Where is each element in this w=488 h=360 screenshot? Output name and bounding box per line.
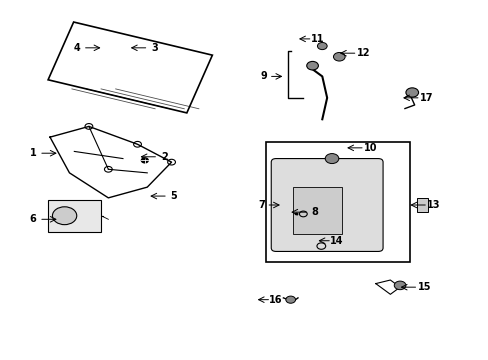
- Bar: [47, 200, 101, 232]
- Bar: [48, 22, 212, 113]
- Text: 7: 7: [258, 200, 264, 210]
- Text: 6: 6: [30, 214, 36, 224]
- Text: 9: 9: [260, 71, 267, 81]
- Text: 1: 1: [30, 148, 36, 158]
- Text: 8: 8: [311, 207, 318, 217]
- Bar: [292, 187, 341, 234]
- Circle shape: [393, 281, 405, 290]
- Text: 4: 4: [73, 43, 80, 53]
- Text: 3: 3: [151, 43, 158, 53]
- Text: 17: 17: [419, 93, 433, 103]
- Text: 12: 12: [356, 48, 369, 58]
- Text: 13: 13: [427, 200, 440, 210]
- Circle shape: [306, 62, 318, 70]
- Circle shape: [405, 88, 418, 97]
- FancyBboxPatch shape: [271, 158, 382, 251]
- Circle shape: [325, 154, 338, 163]
- Circle shape: [294, 212, 298, 215]
- Text: 2: 2: [161, 152, 167, 162]
- Text: 16: 16: [269, 295, 282, 305]
- Text: 15: 15: [417, 282, 430, 292]
- Text: 5: 5: [170, 191, 177, 201]
- Text: 11: 11: [310, 34, 324, 44]
- Bar: [266, 143, 409, 262]
- Circle shape: [317, 42, 326, 50]
- Bar: [416, 198, 427, 212]
- Circle shape: [333, 53, 345, 61]
- Circle shape: [52, 207, 77, 225]
- Circle shape: [141, 158, 148, 163]
- Text: 14: 14: [329, 236, 343, 246]
- Circle shape: [285, 296, 295, 303]
- Text: 10: 10: [364, 143, 377, 153]
